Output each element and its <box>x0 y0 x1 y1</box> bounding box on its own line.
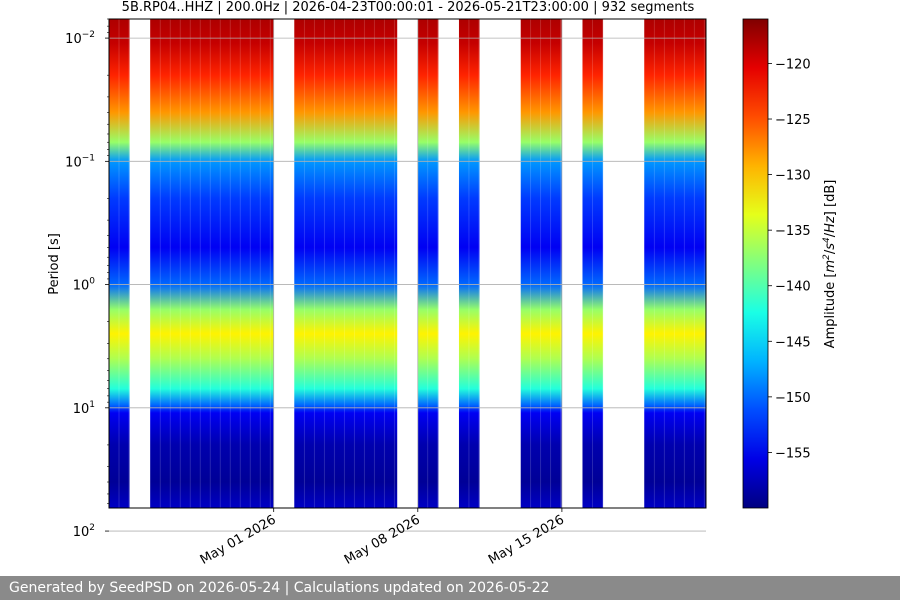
colorbar: −120 −125 −130 −135 −140 −145 −150 −155 <box>742 18 811 509</box>
y-axis-label: Period [s] <box>47 233 62 295</box>
data-block <box>109 19 130 508</box>
y-tick-label: 10−2 <box>65 30 95 47</box>
y-tick-label: 102 <box>73 523 95 540</box>
spectrogram-chart: 5B.RP04..HHZ | 200.0Hz | 2026-04-23T00:0… <box>47 0 838 568</box>
x-tick-label: May 15 2026 <box>486 512 567 567</box>
data-block <box>582 19 604 508</box>
colorbar-tick-label: −135 <box>775 224 811 239</box>
colorbar-tick-label: −140 <box>775 280 811 295</box>
data-block <box>644 19 706 508</box>
data-block <box>150 19 274 508</box>
colorbar-gradient <box>742 18 769 509</box>
data-block <box>417 19 439 508</box>
data-block <box>520 19 562 508</box>
y-tick-label: 101 <box>73 400 95 417</box>
chart-title: 5B.RP04..HHZ | 200.0Hz | 2026-04-23T00:0… <box>122 0 695 15</box>
footer-text: Generated by SeedPSD on 2026-05-24 | Cal… <box>9 580 550 596</box>
colorbar-tick-label: −130 <box>775 169 811 184</box>
colorbar-tick-label: −155 <box>775 446 811 461</box>
colorbar-label: Amplitude [m2/s4/Hz] [dB] <box>822 180 838 349</box>
y-tick-label: 100 <box>73 277 96 294</box>
data-block <box>458 19 480 508</box>
plot-frame <box>108 18 707 509</box>
y-axis: 10−2 10−1 100 101 102 <box>65 18 109 540</box>
x-tick-label: May 08 2026 <box>342 512 423 567</box>
footer-bar: Generated by SeedPSD on 2026-05-24 | Cal… <box>0 576 900 600</box>
y-tick-label: 10−1 <box>65 153 95 170</box>
colorbar-tick-label: −145 <box>775 335 811 350</box>
x-axis: May 01 2026 May 08 2026 May 15 2026 <box>198 508 567 568</box>
plot-area <box>108 18 707 532</box>
data-block <box>294 19 398 508</box>
x-tick-label: May 01 2026 <box>198 512 279 567</box>
colorbar-tick-label: −150 <box>775 391 811 406</box>
colorbar-tick-label: −125 <box>775 113 811 128</box>
colorbar-tick-label: −120 <box>775 57 811 72</box>
